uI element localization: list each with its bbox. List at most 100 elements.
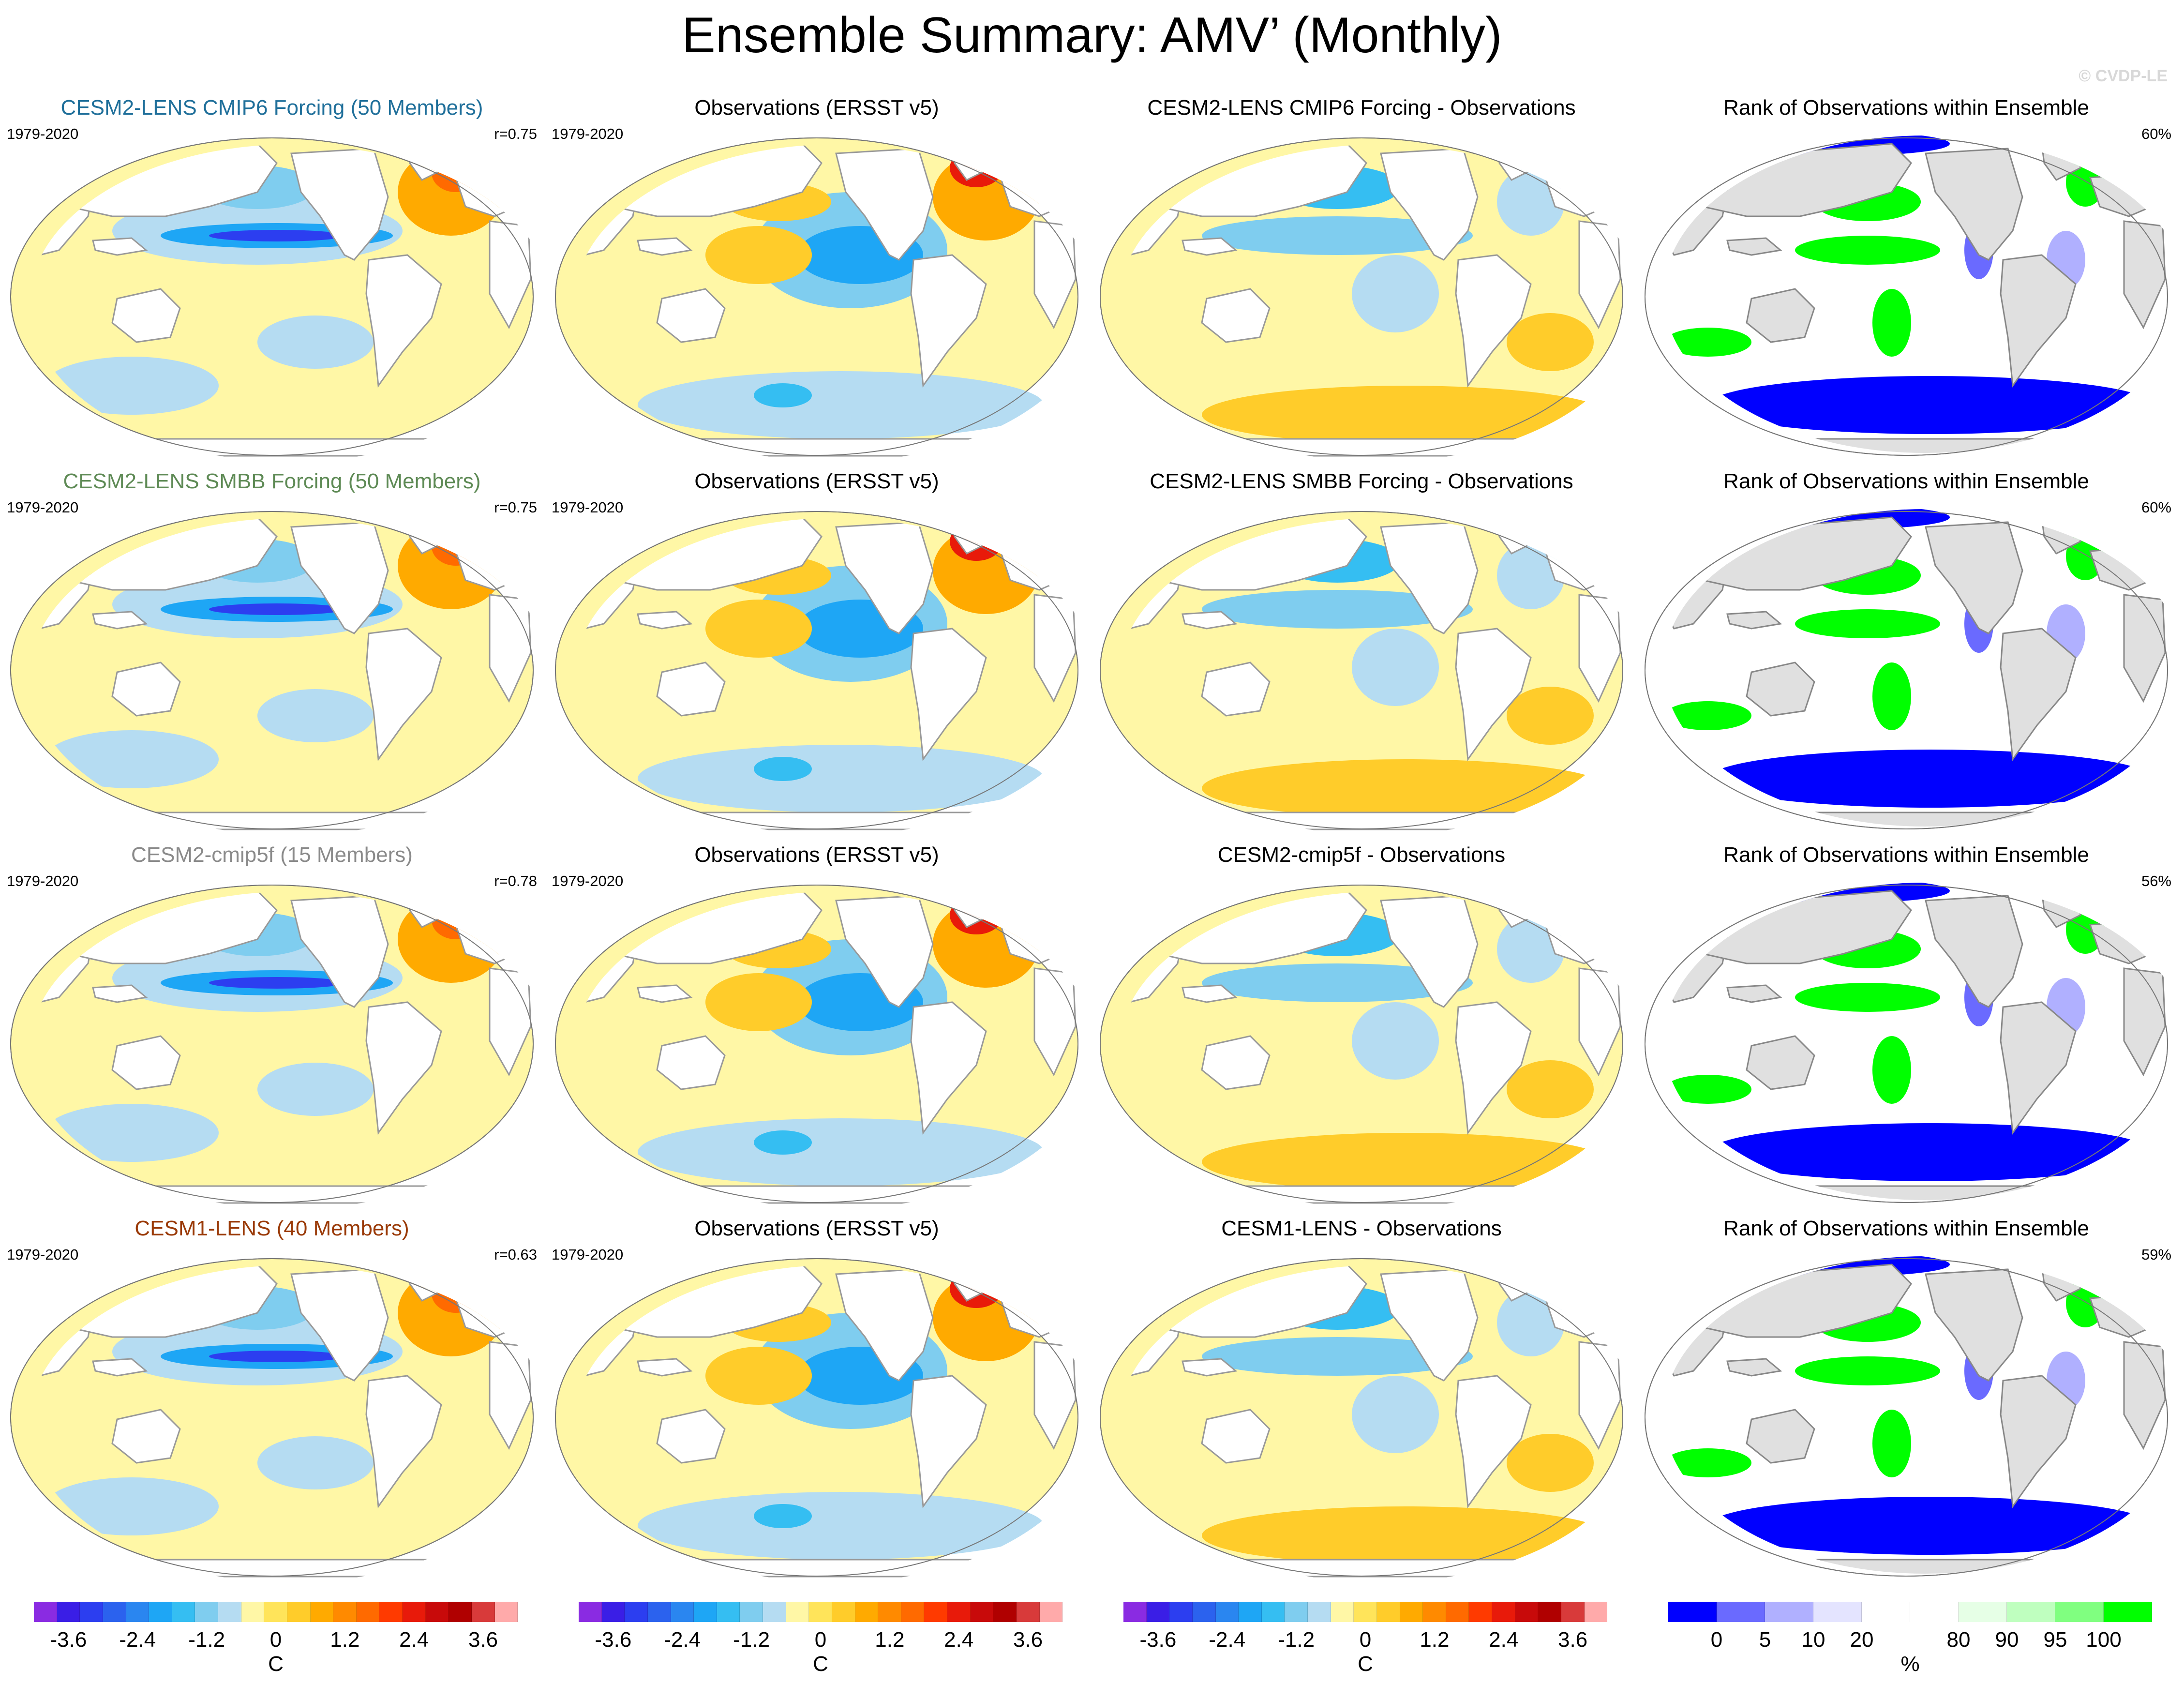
- landmass-australia: [112, 1410, 180, 1463]
- colorbar-swatch: [241, 1602, 265, 1622]
- rank-map: [1645, 1255, 2168, 1580]
- sst-anomaly-patches: [570, 888, 1076, 1203]
- colorbar-swatch: [763, 1602, 786, 1622]
- map-frame: [1095, 1255, 1628, 1580]
- landmass-maritime: [638, 238, 691, 255]
- panel-title: Rank of Observations within Ensemble: [1723, 1217, 2089, 1240]
- landmass-australia: [1202, 289, 1270, 342]
- rank-indian-high: [1664, 1075, 1751, 1104]
- landmass-australia: [657, 1410, 725, 1463]
- colorbar-unit-label: %: [1900, 1652, 1920, 1676]
- model-panel-row-4: CESM1-LENS (40 Members) 1979-2020 r=0.63: [0, 1215, 544, 1588]
- colorbar-swatch: [403, 1602, 426, 1622]
- southern-ocean-cold-patch: [754, 1504, 812, 1528]
- southern-ocean-cool: [45, 1104, 219, 1162]
- panel-title: CESM2-LENS SMBB Forcing - Observations: [1150, 469, 1573, 493]
- colorbar-tick-label: -1.2: [188, 1628, 225, 1652]
- sst-map: [10, 885, 534, 1206]
- colorbar-swatch: [671, 1602, 694, 1622]
- colorbar-swatch: [333, 1602, 357, 1622]
- rank-indian-high: [1664, 701, 1751, 730]
- rank-colorbar: 0 5 10 20 80 90 95 100%: [1668, 1602, 2152, 1679]
- landmass-maritime: [93, 985, 146, 1002]
- colorbar-swatch: [103, 1602, 126, 1622]
- colorbar-tick-label: 10: [1801, 1628, 1825, 1652]
- colorbar-tick-label: -3.6: [50, 1628, 87, 1652]
- colorbar-swatch: [809, 1602, 832, 1622]
- colorbar-tick-label: 95: [2043, 1628, 2067, 1652]
- south-pacific-cool: [257, 1436, 374, 1489]
- colorbar-tick-label: 1.2: [875, 1628, 905, 1652]
- panel-title: CESM2-LENS CMIP6 Forcing - Observations: [1147, 96, 1576, 120]
- colorbar-swatch: [970, 1602, 994, 1622]
- landmass-south-america: [2001, 255, 2076, 386]
- landmass-maritime: [93, 238, 146, 255]
- southern-ocean-warm: [1202, 386, 1608, 444]
- colorbar-swatch: [1538, 1602, 1561, 1622]
- colorbar-swatch: [1039, 1602, 1063, 1622]
- landmass-maritime: [1727, 1359, 1780, 1376]
- colorbar-swatch: [1446, 1602, 1469, 1622]
- landmass-australia: [657, 1036, 725, 1089]
- north-atlantic-warm: [398, 896, 504, 983]
- landmass-maritime: [638, 985, 691, 1002]
- rank-tropical-pacific-high: [1795, 609, 1940, 638]
- landmass-antarctica: [1192, 1186, 1531, 1203]
- landmass-north-america: [836, 149, 933, 260]
- landmass-antarctica: [103, 812, 441, 829]
- landmass-australia: [1202, 1036, 1270, 1089]
- landmass-south-america: [2001, 1002, 2076, 1133]
- pacific-cold-center: [209, 1351, 344, 1362]
- landmass-north-america: [836, 896, 933, 1007]
- landmass-south-america: [1456, 1376, 1531, 1506]
- rank-percent-label: 56%: [2141, 872, 2171, 889]
- south-pacific-cool: [257, 316, 374, 369]
- colorbar-tick-label: 100: [2086, 1628, 2122, 1652]
- landmass-south-america: [2001, 1376, 2076, 1506]
- rank-southern-ocean-low: [1708, 1497, 2153, 1555]
- landmass-antarctica: [103, 1560, 441, 1577]
- landmass-north-america: [291, 522, 388, 633]
- landmass-australia: [112, 662, 180, 716]
- map-frame: [6, 881, 538, 1206]
- southern-ocean-cool: [45, 357, 219, 415]
- map-border: [1645, 511, 2168, 829]
- sst-map: [555, 1258, 1078, 1580]
- landmass-antarctica: [1192, 439, 1531, 456]
- colorbar-swatch: [947, 1602, 971, 1622]
- colorbar-tick-label: 1.2: [330, 1628, 360, 1652]
- period-label: 1979-2020: [552, 872, 624, 889]
- west-pacific-warm: [705, 973, 812, 1031]
- colorbar-tick-label: 0: [1710, 1628, 1723, 1652]
- colorbar-swatch: [1169, 1602, 1193, 1622]
- colorbar-swatches: [34, 1602, 518, 1622]
- colorbar-swatch: [126, 1602, 150, 1622]
- north-atlantic-warm-core: [432, 1274, 480, 1313]
- colorbar-tick-label: 2.4: [944, 1628, 974, 1652]
- southern-ocean-cool: [638, 745, 1044, 812]
- period-label: 1979-2020: [552, 1246, 624, 1263]
- landmass-north-america: [1381, 896, 1478, 1007]
- colorbar-swatch: [1215, 1602, 1239, 1622]
- map-border: [10, 1258, 534, 1577]
- rank-panel-row-1: Rank of Observations within Ensemble 60%: [1634, 94, 2178, 467]
- landmass-maritime: [1727, 238, 1780, 255]
- pacific-cold-band: [1202, 216, 1473, 255]
- landmass-maritime: [1182, 985, 1236, 1002]
- colorbar-swatch: [993, 1602, 1017, 1622]
- colorbar-swatch: [901, 1602, 925, 1622]
- pacific-cold-band: [1202, 590, 1473, 629]
- panel-title: CESM2-cmip5f - Observations: [1217, 843, 1506, 867]
- map-border: [1100, 511, 1623, 829]
- south-atlantic-warm: [1507, 687, 1594, 745]
- colorbar-tick-label: 0: [814, 1628, 827, 1652]
- colorbar-unit-label: C: [268, 1652, 284, 1676]
- colorbar-tick-label: 3.6: [468, 1628, 498, 1652]
- colorbar-swatch: [1959, 1602, 2007, 1622]
- panel-title: Observations (ERSST v5): [694, 96, 939, 120]
- landmass-north-america: [291, 896, 388, 1007]
- east-pacific-cool: [1352, 1002, 1439, 1080]
- colorbar-swatch: [149, 1602, 172, 1622]
- colorbar-swatch: [1668, 1602, 1717, 1622]
- sst-map: [1100, 1258, 1623, 1580]
